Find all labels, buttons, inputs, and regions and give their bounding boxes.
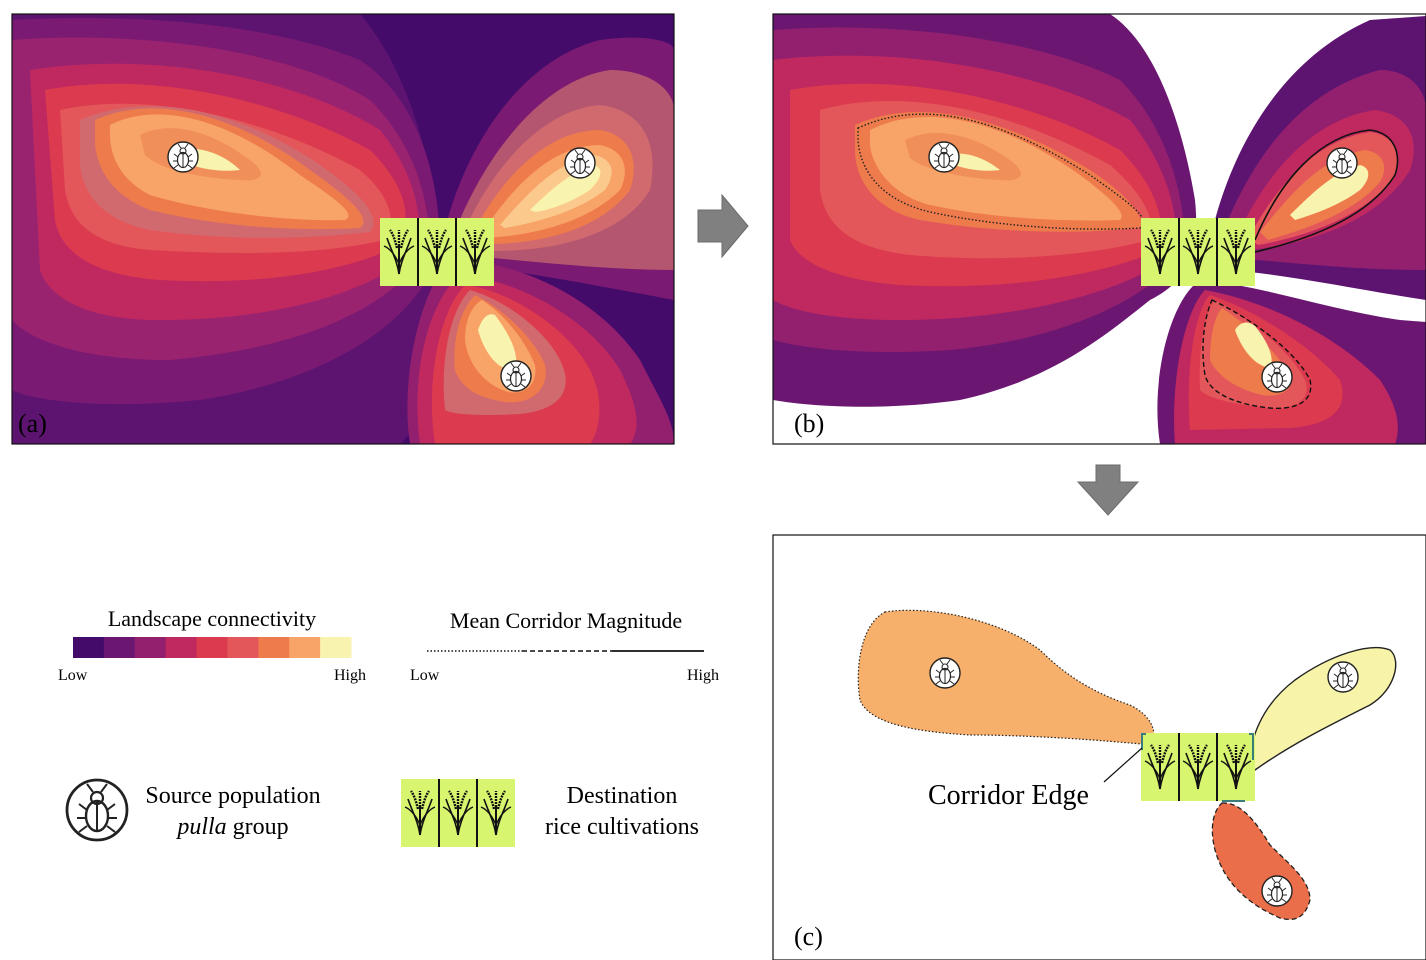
panel-a-frame [11, 13, 675, 445]
connectivity-colorbar [73, 637, 352, 658]
panel-a-label: (a) [18, 409, 47, 438]
corridor-edge-marker [1141, 733, 1146, 750]
rice-cultivations-label: rice cultivations [545, 814, 699, 840]
colorbar-swatch [227, 637, 259, 658]
beetle-icon [1261, 875, 1293, 907]
beetle-icon [1261, 361, 1293, 393]
colorbar-swatch [73, 637, 105, 658]
panel-b-frame [772, 13, 1426, 445]
corridor-edge-pointer [1103, 747, 1143, 783]
colorbar-swatch [196, 637, 228, 658]
panel-a [12, 14, 674, 444]
rice-field-icon [1141, 733, 1255, 801]
panel-c: Corridor Edge [857, 609, 1397, 921]
corridor-left [857, 609, 1155, 746]
colorbar-swatch [165, 637, 198, 658]
panel-b-label: (b) [794, 409, 824, 438]
arrow-right-icon [697, 193, 749, 259]
panel-b [773, 14, 1426, 444]
connectivity-low-label: Low [58, 667, 88, 684]
beetle-icon [500, 360, 532, 392]
corridor-edge-label: Corridor Edge [928, 780, 1089, 811]
beetle-icon [564, 147, 596, 179]
panel-c-frame [772, 534, 1426, 960]
colorbar-swatch [289, 637, 321, 658]
pulla-group-label: pulla group [175, 814, 288, 840]
corridor-legend-title: Mean Corridor Magnitude [450, 608, 682, 633]
connectivity-heatmap-a [12, 14, 674, 444]
colorbar-swatch [320, 637, 352, 658]
colorbar-swatch [258, 637, 290, 658]
beetle-icon [929, 657, 961, 689]
connectivity-heatmap-b [773, 14, 1426, 444]
beetle-icon [65, 778, 129, 842]
corridor-upper-right [1249, 646, 1397, 771]
pulla-italic: pulla [175, 814, 226, 840]
rice-field-icon [1141, 218, 1255, 286]
beetle-icon [1326, 147, 1358, 179]
destination-label: Destination [567, 783, 678, 809]
beetle-icon [1327, 661, 1359, 693]
group-text: group [227, 814, 289, 840]
corridor-high-label: High [687, 667, 719, 684]
connectivity-high-label: High [334, 667, 366, 684]
arrow-down-icon [1076, 464, 1140, 516]
corridor-low-label: Low [410, 667, 440, 684]
panel-c-label: (c) [794, 922, 823, 951]
connectivity-legend-title: Landscape connectivity [108, 606, 316, 631]
source-population-label: Source population [145, 783, 320, 809]
beetle-icon [167, 141, 199, 173]
corridor-edge-marker [1249, 733, 1254, 760]
beetle-icon [928, 141, 960, 173]
rice-field-icon [401, 779, 515, 847]
legend: Landscape connectivity Low High Mean Cor… [58, 606, 719, 847]
colorbar-swatch [103, 637, 136, 658]
colorbar-swatch [134, 637, 167, 658]
rice-field-icon [380, 218, 494, 286]
